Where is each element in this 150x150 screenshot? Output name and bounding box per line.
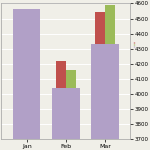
Bar <box>66 70 76 150</box>
Bar <box>105 5 115 150</box>
Bar <box>27 37 37 150</box>
Bar <box>95 12 105 150</box>
Bar <box>56 61 66 150</box>
Bar <box>91 44 119 150</box>
Bar <box>17 37 27 150</box>
Bar <box>52 88 80 150</box>
Bar <box>13 9 40 150</box>
